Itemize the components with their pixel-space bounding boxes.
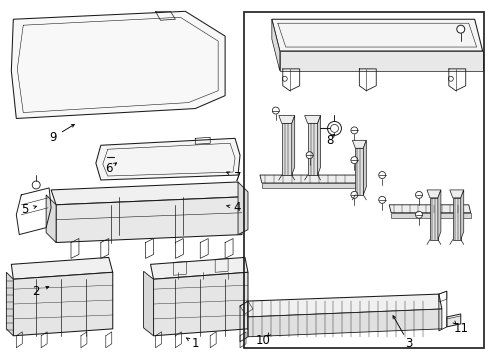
Text: 3: 3 [405,337,412,350]
Polygon shape [317,116,320,175]
Ellipse shape [305,152,312,159]
Ellipse shape [272,107,279,114]
Ellipse shape [114,150,127,164]
Polygon shape [260,175,361,183]
Polygon shape [262,183,361,188]
Text: 1: 1 [191,337,199,350]
Polygon shape [247,294,441,317]
Polygon shape [388,205,470,213]
Polygon shape [279,51,482,71]
Bar [244,12,483,348]
Text: 10: 10 [255,334,270,347]
Ellipse shape [282,76,286,81]
Polygon shape [278,116,294,123]
Ellipse shape [415,211,422,218]
Ellipse shape [327,121,341,135]
Ellipse shape [117,153,124,161]
Polygon shape [271,19,482,51]
Polygon shape [446,314,460,327]
Polygon shape [46,195,56,243]
Polygon shape [363,140,366,195]
Polygon shape [238,182,247,235]
Polygon shape [352,140,366,148]
Polygon shape [355,148,363,195]
Polygon shape [437,190,440,239]
Polygon shape [291,116,294,175]
Polygon shape [11,257,113,279]
Text: 11: 11 [452,322,468,336]
Text: 7: 7 [234,171,241,184]
Polygon shape [307,123,317,175]
Polygon shape [271,19,279,71]
Ellipse shape [456,25,464,33]
Polygon shape [6,272,13,336]
Ellipse shape [350,192,357,198]
Ellipse shape [350,157,357,164]
Ellipse shape [350,127,357,134]
Polygon shape [13,272,113,336]
Polygon shape [51,182,242,205]
Polygon shape [449,190,463,198]
Text: 4: 4 [233,201,240,214]
Text: 2: 2 [32,285,40,298]
Polygon shape [390,213,470,218]
Text: 6: 6 [105,162,112,175]
Polygon shape [150,257,247,279]
Ellipse shape [415,192,422,198]
Ellipse shape [330,125,338,132]
Polygon shape [11,11,224,118]
Ellipse shape [378,196,385,203]
Polygon shape [460,190,463,239]
Polygon shape [426,190,440,198]
Text: 8: 8 [325,134,332,147]
Polygon shape [143,271,153,336]
Polygon shape [304,116,320,123]
Polygon shape [429,198,437,239]
Polygon shape [96,138,240,180]
Ellipse shape [378,172,385,179]
Ellipse shape [447,76,452,81]
Ellipse shape [32,181,40,189]
Polygon shape [56,197,242,243]
Text: 5: 5 [21,203,29,216]
Text: 9: 9 [49,131,57,144]
Polygon shape [281,123,291,175]
Polygon shape [452,198,460,239]
Polygon shape [153,272,247,336]
Polygon shape [247,309,441,337]
